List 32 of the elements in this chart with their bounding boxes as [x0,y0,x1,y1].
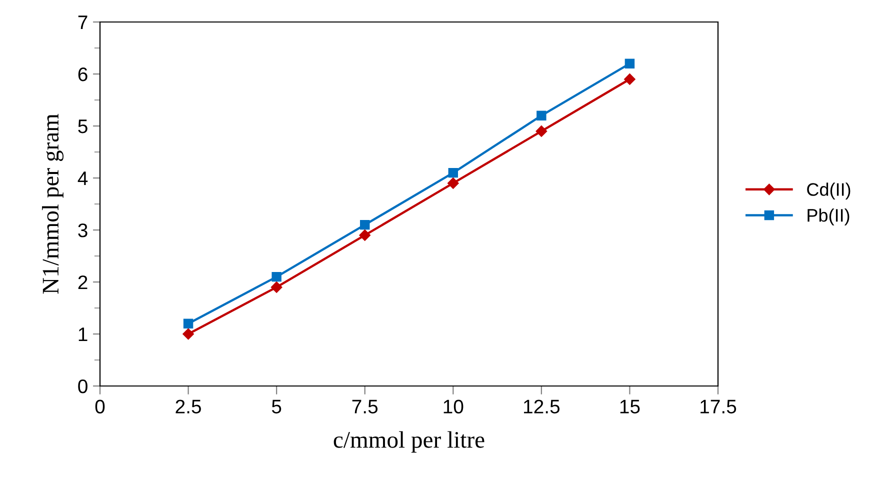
y-tick-label: 7 [78,16,88,30]
point [448,168,458,178]
x-tick-label: 10 [444,400,464,414]
y-axis-title: N1/mmol per gram [42,114,64,294]
y-tick-label: 5 [78,120,88,134]
x-tick-label: 7.5 [352,400,378,414]
legend-label: Pb(II) [808,208,850,226]
point [536,110,546,120]
y-tick-label: 2 [78,275,88,290]
x-tick-label: 17.5 [700,400,736,414]
y-tick-label: 4 [78,172,88,186]
point [448,178,459,189]
legend-label: Cd(II) [807,182,850,200]
x-axis-title: c/mmol per litre [334,431,484,453]
point [270,282,282,293]
x-tick-label: 0 [95,400,105,414]
point [536,126,548,137]
point [359,230,370,241]
x-tick-label: 15 [620,400,640,414]
point [183,318,194,328]
point [360,220,370,230]
y-tick-label: 3 [78,223,88,238]
point [624,58,635,68]
y-tick-label: 0 [78,379,88,394]
x-tick-label: 12.5 [524,400,560,414]
y-tick-label: 6 [78,67,88,82]
y-tick-label: 1 [78,328,88,342]
point [624,74,636,85]
x-tick-label: 2.5 [176,400,201,414]
x-tick-label: 5 [272,400,282,414]
point [182,328,194,340]
point [272,272,282,282]
